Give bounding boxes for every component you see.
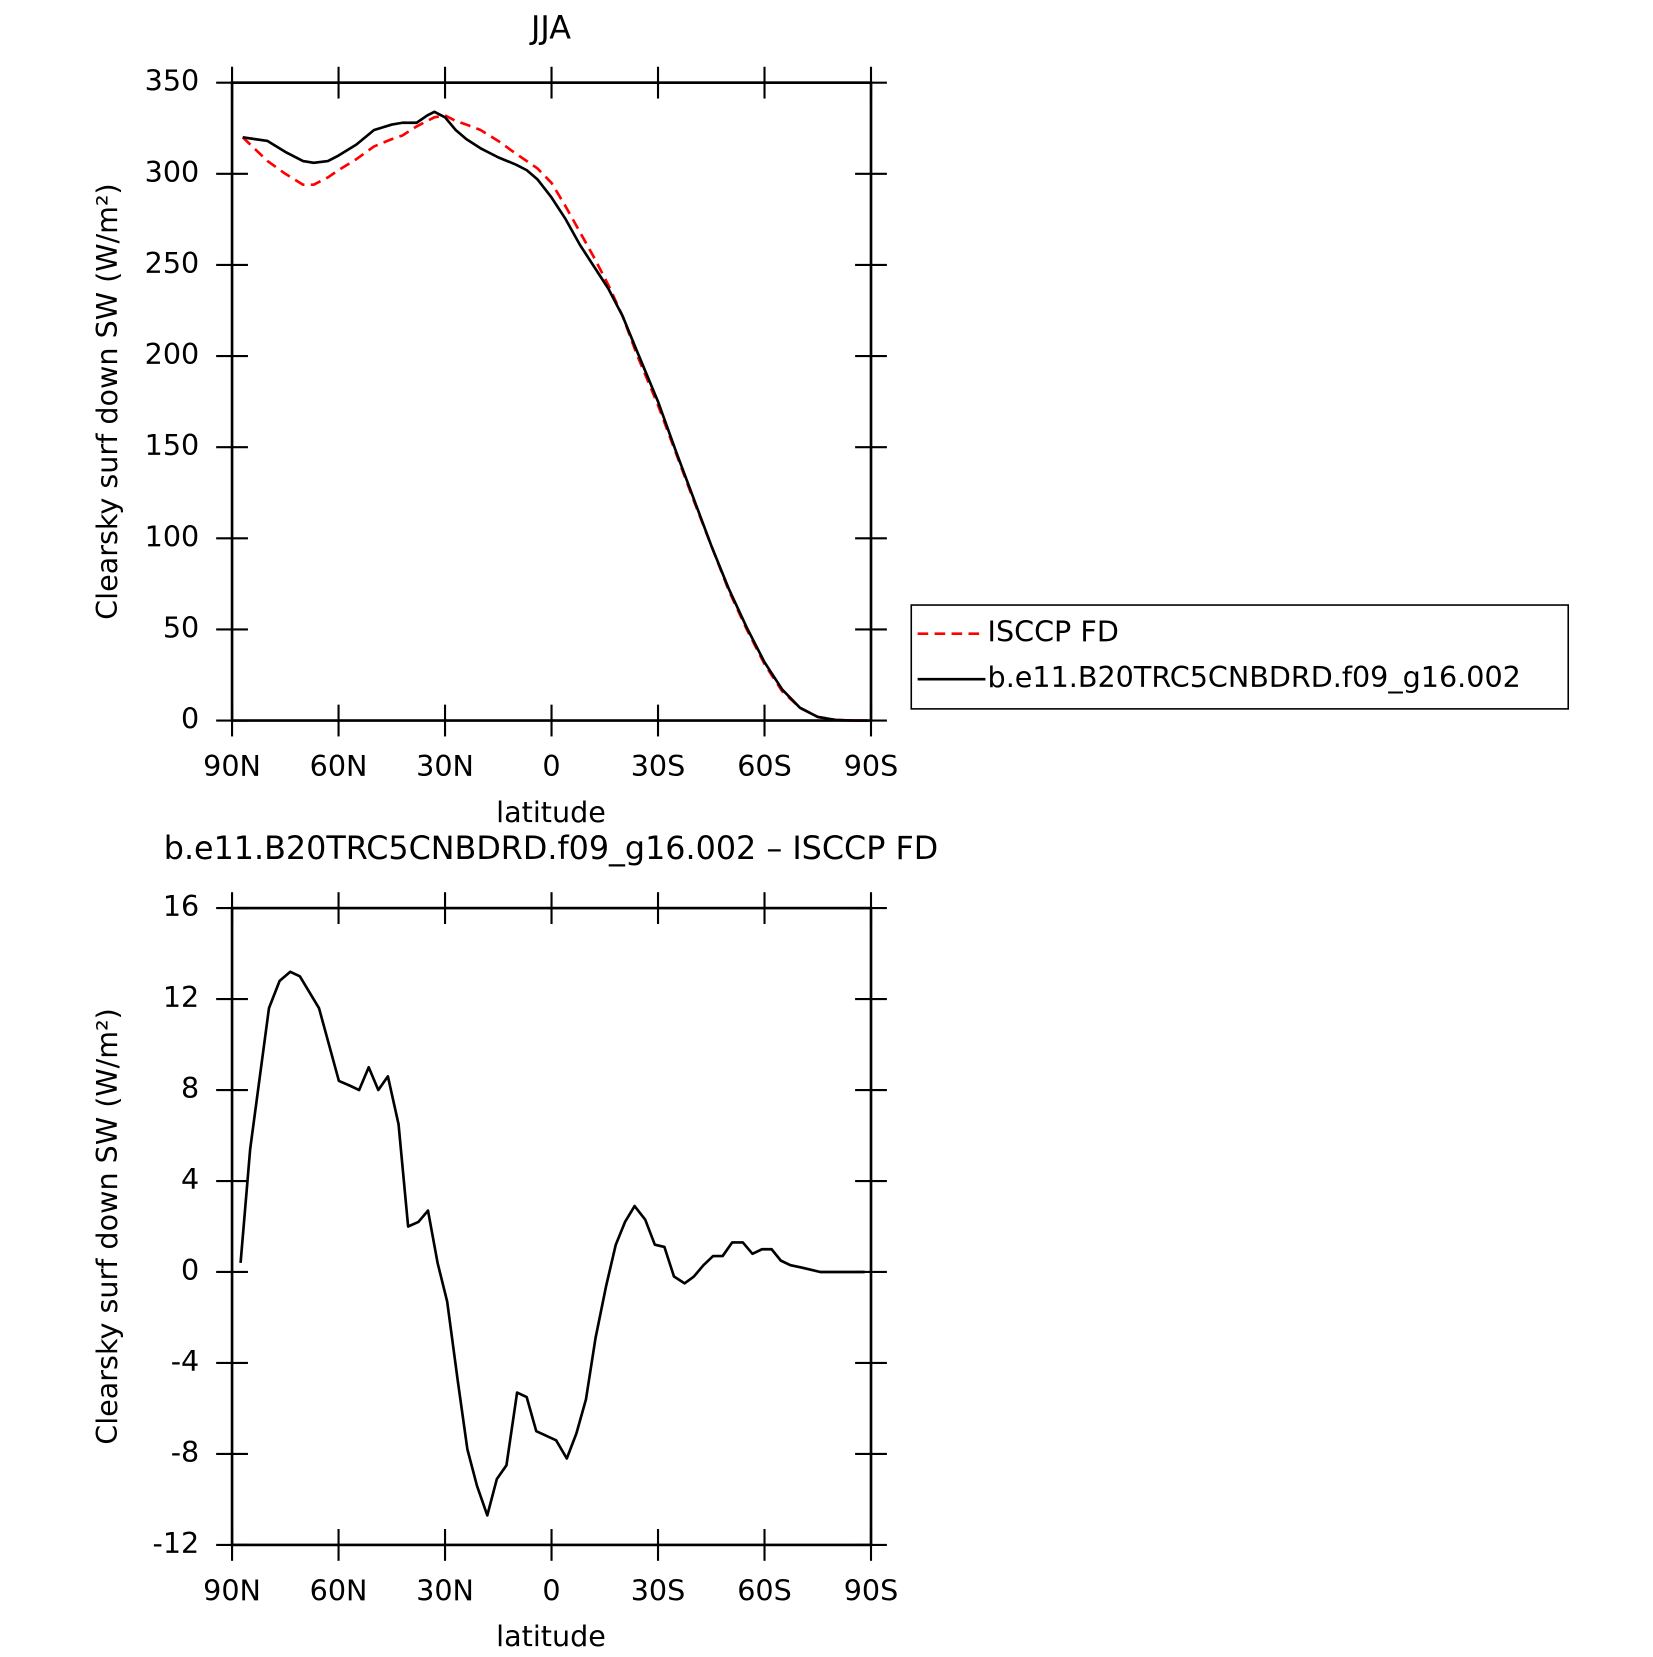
y-tick-label: 300 xyxy=(145,155,200,189)
y-tick-label: 100 xyxy=(145,519,200,553)
y-tick-label: 0 xyxy=(181,1253,199,1287)
y-tick-label: -8 xyxy=(171,1435,200,1469)
x-tick-label: 60S xyxy=(737,1574,792,1608)
data-line xyxy=(241,114,868,722)
plot-frame xyxy=(230,906,873,1547)
data-line xyxy=(242,110,868,722)
x-tick-label: 30N xyxy=(416,1574,474,1608)
y-tick-label: 16 xyxy=(163,889,199,923)
y-tick-label: 150 xyxy=(145,428,200,462)
y-tick-label: -12 xyxy=(153,1526,200,1560)
y-tick-label: -4 xyxy=(171,1344,200,1378)
y-axis-label: Clearsky surf down SW (W/m²) xyxy=(90,1008,124,1444)
x-tick-label: 30S xyxy=(631,1574,686,1608)
y-tick-label: 0 xyxy=(181,702,199,736)
legend-label: b.e11.B20TRC5CNBDRD.f09_g16.002 xyxy=(988,660,1521,694)
legend: ISCCP FD b.e11.B20TRC5CNBDRD.f09_g16.002 xyxy=(910,604,1570,710)
x-tick-label: 0 xyxy=(542,749,560,783)
x-tick-label: 90N xyxy=(203,749,261,783)
x-axis-label: latitude xyxy=(496,795,606,829)
x-tick-label: 60N xyxy=(310,1574,368,1608)
y-tick-label: 250 xyxy=(145,246,200,280)
chart-title: b.e11.B20TRC5CNBDRD.f09_g16.002 – ISCCP … xyxy=(164,831,938,867)
y-axis-label: Clearsky surf down SW (W/m²) xyxy=(90,183,124,619)
x-tick-label: 60N xyxy=(310,749,368,783)
x-tick-label: 90S xyxy=(844,1574,899,1608)
legend-label: ISCCP FD xyxy=(988,615,1119,649)
y-tick-label: 8 xyxy=(181,1071,199,1105)
chart-title: JJA xyxy=(529,11,571,47)
x-tick-label: 30S xyxy=(631,749,686,783)
y-tick-label: 350 xyxy=(145,64,200,98)
x-axis-label: latitude xyxy=(496,1619,606,1653)
data-line xyxy=(239,970,865,1517)
legend-box xyxy=(910,604,1570,710)
y-tick-label: 12 xyxy=(163,980,199,1014)
x-tick-label: 60S xyxy=(737,749,792,783)
x-tick-label: 90S xyxy=(844,749,899,783)
x-tick-label: 90N xyxy=(203,1574,261,1608)
y-tick-label: 4 xyxy=(181,1162,199,1196)
x-tick-label: 30N xyxy=(416,749,474,783)
y-tick-label: 200 xyxy=(145,337,200,371)
x-tick-label: 0 xyxy=(542,1574,560,1608)
y-tick-label: 50 xyxy=(163,610,199,644)
